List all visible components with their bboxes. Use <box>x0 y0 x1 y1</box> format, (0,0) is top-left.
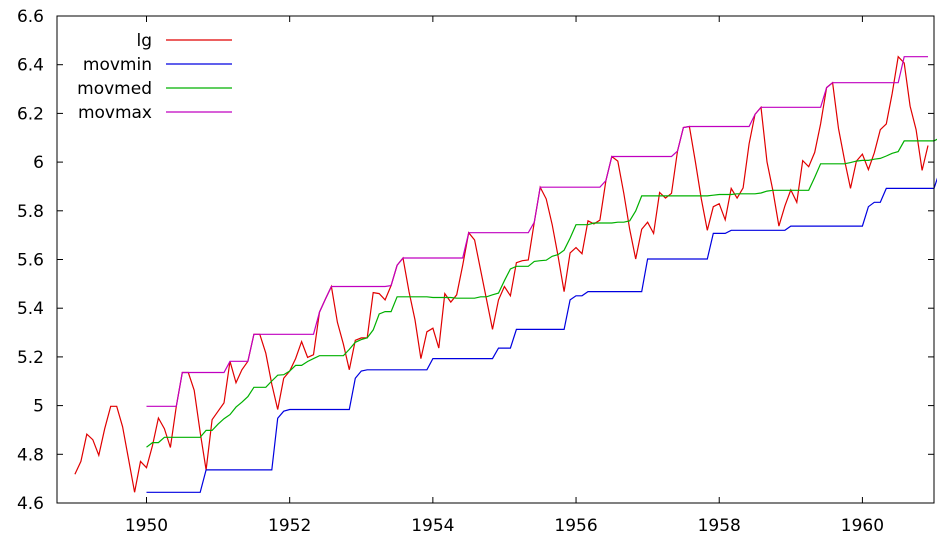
y-tick-label: 6 <box>33 153 44 173</box>
y-tick-label: 5 <box>33 397 44 417</box>
y-tick-label: 5.4 <box>17 299 44 319</box>
x-tick-label: 1954 <box>411 516 454 536</box>
series-line-lg <box>74 55 929 493</box>
y-tick-label: 5.2 <box>17 348 44 368</box>
y-tick-label: 6.6 <box>17 7 44 27</box>
y-tick-label: 4.6 <box>17 494 44 514</box>
plot-lines <box>74 55 937 493</box>
axes: 4.6 4.8 5 5.2 5.4 5.6 5.8 6 6.2 6.4 6.6 1950 1952 195… <box>17 7 935 536</box>
x-tick-label: 1952 <box>268 516 311 536</box>
legend: lg movmin movmed movmax <box>77 31 232 123</box>
y-tick-label: 6.2 <box>17 104 44 124</box>
legend-label-movmin: movmin <box>83 55 152 75</box>
series-line-movmin <box>146 177 937 493</box>
legend-label-movmed: movmed <box>77 79 152 99</box>
y-tick-label: 6.4 <box>17 56 44 76</box>
x-tick-label: 1950 <box>125 516 168 536</box>
y-tick-label: 5.8 <box>17 202 44 222</box>
x-tick-label: 1958 <box>698 516 741 536</box>
x-tick-label: 1956 <box>554 516 597 536</box>
series-line-movmax <box>146 56 928 407</box>
x-tick-label: 1960 <box>841 516 884 536</box>
y-tick-label: 5.6 <box>17 251 44 271</box>
series-line-movmed <box>146 138 937 448</box>
legend-label-lg: lg <box>136 31 152 51</box>
y-tick-label: 4.8 <box>17 445 44 465</box>
legend-label-movmax: movmax <box>78 103 152 123</box>
